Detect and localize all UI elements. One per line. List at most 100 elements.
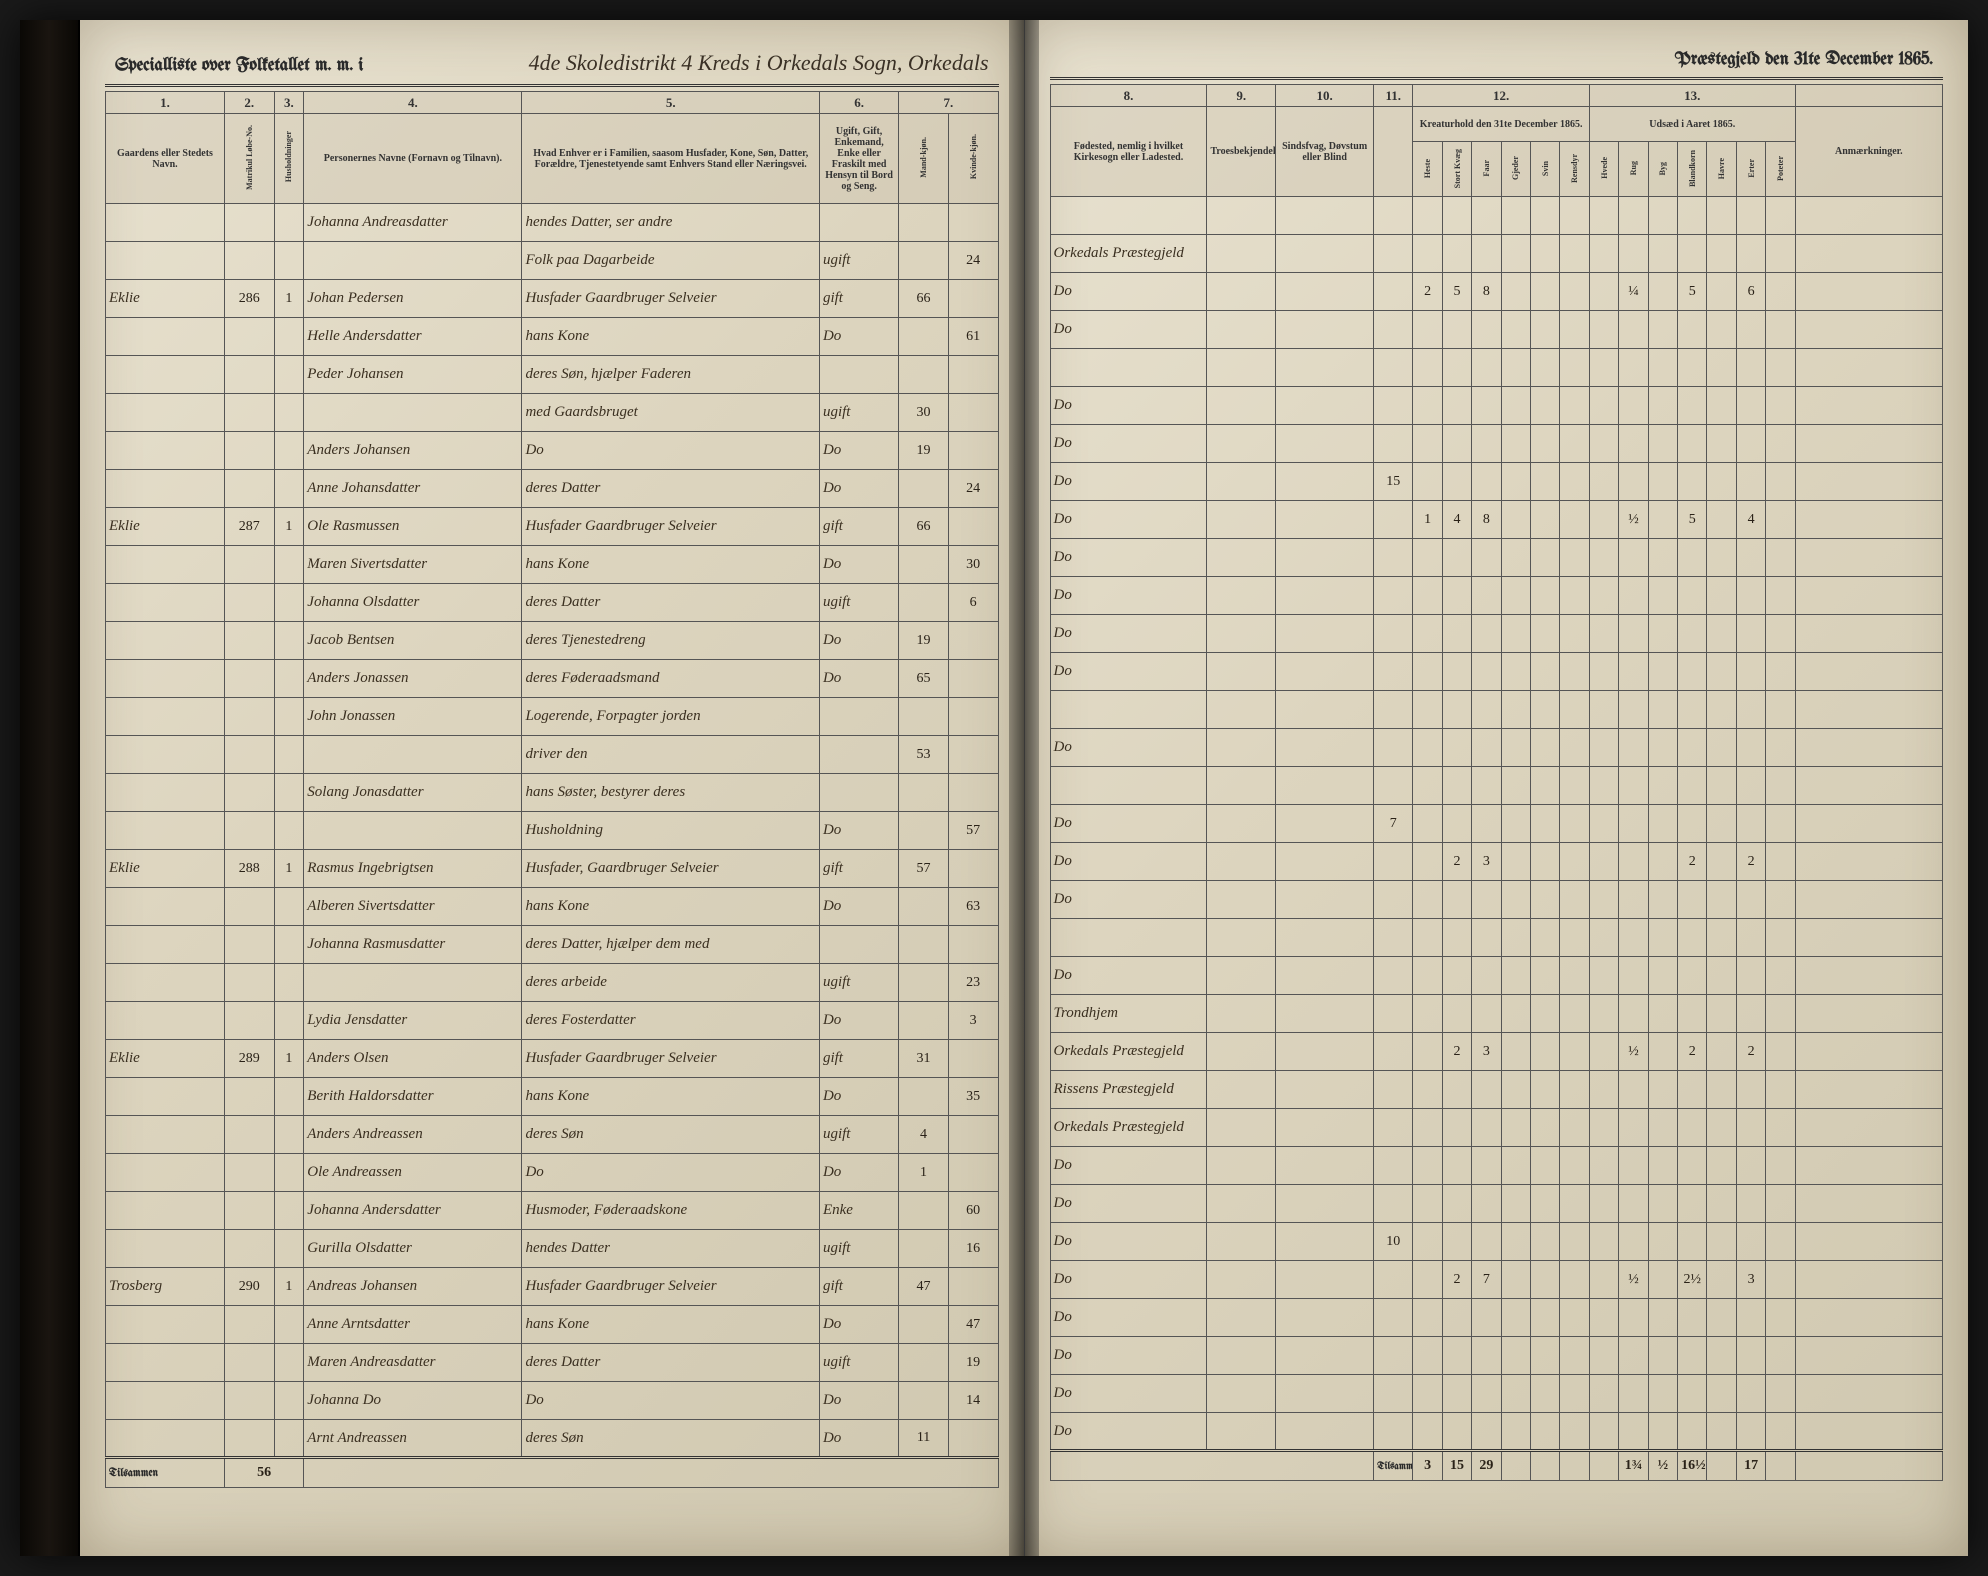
h-12: Kreaturhold den 31te December 1865. [1413, 107, 1589, 142]
cell-livestock [1442, 1223, 1471, 1261]
cell-seed [1648, 881, 1677, 919]
cell-m: 4 [899, 1116, 949, 1154]
cell-status: gift [819, 280, 898, 318]
cell-livestock [1531, 425, 1560, 463]
cell-k: 57 [948, 812, 998, 850]
cell-tro [1207, 349, 1276, 387]
cell-c10 [1276, 1071, 1374, 1109]
cell-seed [1589, 1109, 1618, 1147]
cell-gaard [106, 774, 225, 812]
cell-gaard [106, 432, 225, 470]
cell-seed [1678, 1071, 1707, 1109]
cell-no [224, 546, 274, 584]
cell-seed [1736, 919, 1765, 957]
sub-h-livestock: Stort Kvæg [1442, 142, 1471, 197]
table-row: Do [1050, 539, 1943, 577]
cell-k: 24 [948, 242, 998, 280]
cell-m [899, 356, 949, 394]
cell-seed [1707, 1033, 1736, 1071]
cell-c10 [1276, 843, 1374, 881]
cell-seed [1648, 1261, 1677, 1299]
cell-c11 [1374, 539, 1413, 577]
cell-hh: 1 [274, 508, 304, 546]
cell-k [948, 432, 998, 470]
cell-livestock: 2 [1442, 1033, 1471, 1071]
table-row [1050, 919, 1943, 957]
cell-anm [1795, 387, 1942, 425]
cell-livestock [1413, 1375, 1442, 1413]
cell-livestock [1531, 539, 1560, 577]
cell-navn: Anders Johansen [304, 432, 522, 470]
cell-no [224, 1344, 274, 1382]
cell-status [819, 926, 898, 964]
cell-seed [1589, 577, 1618, 615]
cell-m [899, 204, 949, 242]
cell-livestock [1501, 881, 1530, 919]
cell-livestock: 3 [1472, 1033, 1501, 1071]
cell-livestock [1413, 1223, 1442, 1261]
cell-tro [1207, 197, 1276, 235]
cell-livestock [1531, 235, 1560, 273]
cell-livestock [1560, 805, 1589, 843]
coln-6: 6. [819, 92, 898, 114]
cell-gaard [106, 660, 225, 698]
fr-sd-5: 17 [1736, 1451, 1765, 1481]
cell-stand: deres Søn [522, 1420, 820, 1458]
cell-livestock [1501, 1185, 1530, 1223]
cell-tro [1207, 1375, 1276, 1413]
cell-seed: 2 [1678, 843, 1707, 881]
cell-fod [1050, 919, 1207, 957]
cell-livestock [1442, 919, 1471, 957]
cell-gaard [106, 1192, 225, 1230]
cell-fod: Do [1050, 843, 1207, 881]
cell-fod: Do [1050, 1185, 1207, 1223]
cell-stand: deres Tjenestedreng [522, 622, 820, 660]
cell-seed [1648, 995, 1677, 1033]
cell-livestock [1560, 957, 1589, 995]
cell-c10 [1276, 881, 1374, 919]
h-11 [1374, 107, 1413, 197]
cell-hh [274, 242, 304, 280]
cell-navn: Anne Arntsdatter [304, 1306, 522, 1344]
cell-livestock [1442, 1071, 1471, 1109]
cell-tro [1207, 1033, 1276, 1071]
cell-seed [1766, 387, 1795, 425]
cell-k [948, 622, 998, 660]
cell-livestock [1442, 1413, 1471, 1451]
cell-seed [1648, 957, 1677, 995]
cell-seed [1707, 1375, 1736, 1413]
cell-seed [1678, 805, 1707, 843]
table-row: Do [1050, 729, 1943, 767]
cell-hh [274, 432, 304, 470]
cell-navn: Lydia Jensdatter [304, 1002, 522, 1040]
cell-m [899, 888, 949, 926]
table-row: Eklie2871Ole RasmussenHusfader Gaardbrug… [106, 508, 999, 546]
cell-seed [1648, 1337, 1677, 1375]
table-row: Folk paa Dagarbeideugift24 [106, 242, 999, 280]
cell-fod: Do [1050, 539, 1207, 577]
cell-seed [1678, 1185, 1707, 1223]
cell-seed [1589, 805, 1618, 843]
cell-seed [1619, 197, 1648, 235]
cell-seed [1619, 425, 1648, 463]
cell-stand: Husfader Gaardbruger Selveier [522, 1040, 820, 1078]
cell-k [948, 394, 998, 432]
cell-livestock [1472, 1109, 1501, 1147]
cell-k: 14 [948, 1382, 998, 1420]
cell-c11 [1374, 1261, 1413, 1299]
cell-navn: Johanna Andreasdatter [304, 204, 522, 242]
cell-livestock [1531, 197, 1560, 235]
fr-sd-2: ½ [1648, 1451, 1677, 1481]
cell-livestock: 4 [1442, 501, 1471, 539]
cell-anm [1795, 919, 1942, 957]
cell-gaard [106, 1230, 225, 1268]
col-header-row-r: Fødested, nemlig i hvilket Kirkesogn ell… [1050, 107, 1943, 142]
cell-seed [1678, 463, 1707, 501]
cell-navn: Johanna Olsdatter [304, 584, 522, 622]
cell-livestock [1442, 425, 1471, 463]
cell-no [224, 812, 274, 850]
cell-c11 [1374, 729, 1413, 767]
h-anm: Anmærkninger. [1795, 107, 1942, 197]
sub-h-seed: Havre [1707, 142, 1736, 197]
table-row: Johanna Olsdatterderes Datterugift6 [106, 584, 999, 622]
